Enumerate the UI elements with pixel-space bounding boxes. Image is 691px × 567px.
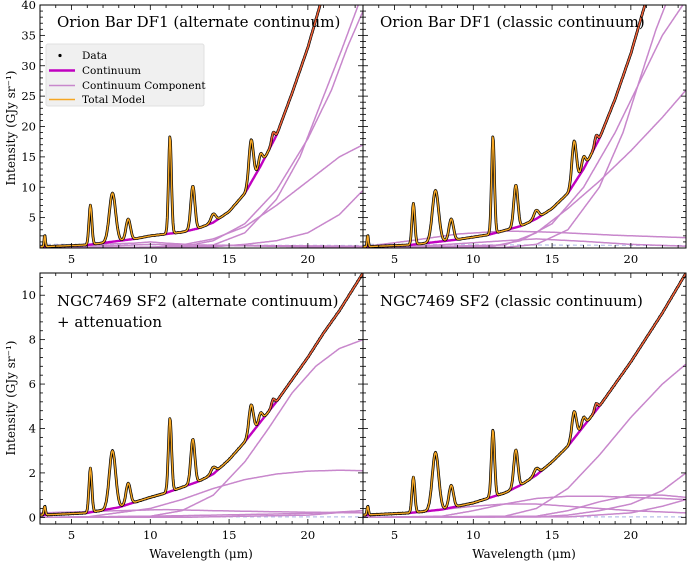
x-tick-label: 10 xyxy=(143,252,158,266)
total-model-line-upper xyxy=(268,5,321,151)
plot-frame xyxy=(362,272,687,525)
y-tick-label: 30 xyxy=(21,59,36,73)
y-tick-label: 2 xyxy=(29,466,36,480)
y-tick-label: 25 xyxy=(21,89,36,103)
x-tick-label: 15 xyxy=(222,252,237,266)
panel-title: Orion Bar DF1 (alternate continuum) xyxy=(57,13,340,31)
x-axis-label-right: Wavelength (μm) xyxy=(472,547,576,561)
panel-title-line2: + attenuation xyxy=(57,313,162,331)
x-tick-label: 5 xyxy=(68,252,75,266)
y-tick-label: 20 xyxy=(21,120,36,134)
panel-orion-alt: 5 10 15 20 5 10 15 20 25 30 35 40 Orion Bar DF1 (al… xyxy=(21,0,364,266)
y-tick-label: 15 xyxy=(21,150,36,164)
x-tick-label: 20 xyxy=(624,252,639,266)
panel-title: NGC7469 SF2 (classic continuum) xyxy=(380,292,643,310)
x-tick-label: 5 xyxy=(68,528,75,542)
panel-orion-classic: 5 10 15 20 Orion Bar DF1 (classic continuum… xyxy=(362,4,687,266)
continuum-component-0 xyxy=(40,469,363,519)
x-tick-label: 5 xyxy=(391,528,398,542)
legend-label-total-model: Total Model xyxy=(82,94,146,106)
y-tick-label: 0 xyxy=(29,510,36,524)
data-trace xyxy=(40,5,322,248)
plot-frame xyxy=(362,4,687,249)
y-tick-label: 8 xyxy=(29,333,36,347)
x-tick-label: 10 xyxy=(143,528,158,542)
y-tick-label: 10 xyxy=(21,288,36,302)
panel-title: Orion Bar DF1 (classic continuum) xyxy=(380,13,645,31)
total-model-line-upper xyxy=(268,273,363,412)
y-tick-label: 4 xyxy=(29,421,36,435)
y-tick-label: 35 xyxy=(21,28,36,42)
total-model-line-upper xyxy=(591,273,686,417)
legend-label-data: Data xyxy=(82,50,107,62)
legend-label-component: Continuum Component xyxy=(82,80,206,92)
x-tick-label: 20 xyxy=(624,528,639,542)
legend-label-continuum: Continuum xyxy=(82,65,141,77)
panel-ngc-classic: 5 10 15 20 NGC7469 SF2 (classic continuum) xyxy=(362,272,687,542)
y-tick-label: 5 xyxy=(29,211,36,225)
y-tick-label: 10 xyxy=(21,180,36,194)
legend: Data Continuum Continuum Component Total… xyxy=(45,43,206,107)
panel-ngc-alt: 5 10 15 20 0 2 4 6 8 10 NGC7469 SF2 (alternate co… xyxy=(21,272,364,542)
legend-box xyxy=(45,43,205,107)
x-tick-label: 20 xyxy=(301,528,316,542)
legend-marker-data xyxy=(58,53,62,58)
x-tick-label: 10 xyxy=(466,252,481,266)
x-tick-label: 10 xyxy=(466,528,481,542)
y-tick-label: 40 xyxy=(21,0,36,12)
data-trace xyxy=(363,5,647,248)
y-axis-label-bottom: Intensity (GJy sr⁻¹) xyxy=(4,341,18,456)
y-tick-label: 6 xyxy=(29,377,36,391)
panel-title: NGC7469 SF2 (alternate continuum) xyxy=(57,292,338,310)
x-tick-label: 15 xyxy=(545,252,560,266)
y-axis-label-top: Intensity (GJy sr⁻¹) xyxy=(4,71,18,186)
continuum-component-5 xyxy=(363,498,686,519)
x-tick-label: 15 xyxy=(545,528,560,542)
x-tick-label: 5 xyxy=(391,252,398,266)
x-tick-label: 15 xyxy=(222,528,237,542)
x-tick-label: 20 xyxy=(301,252,316,266)
continuum-component-4 xyxy=(40,509,363,519)
total-model-line-upper xyxy=(591,5,646,154)
x-axis-label-left: Wavelength (μm) xyxy=(149,547,253,561)
